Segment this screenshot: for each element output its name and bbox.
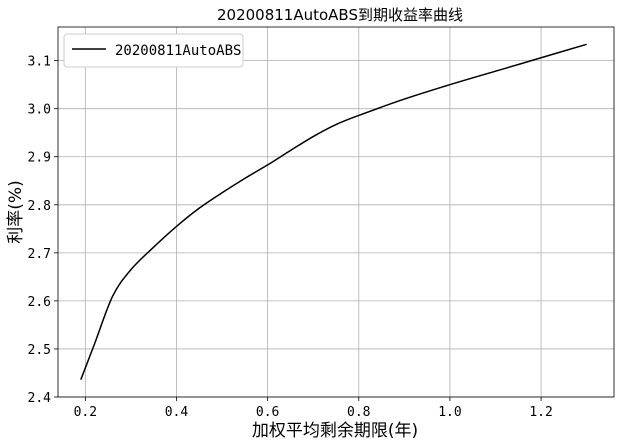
y-tick-label: 3.0 bbox=[28, 103, 51, 118]
y-tick-label: 2.8 bbox=[28, 199, 51, 214]
plot-frame bbox=[57, 26, 615, 398]
grid-lines bbox=[58, 27, 614, 398]
x-axis-label: 加权平均剩余期限(年) bbox=[252, 421, 418, 441]
legend-label: 20200811AutoABS bbox=[115, 43, 241, 59]
axis-ticks: 0.2 0.4 0.6 0.8 1.0 1.2 2.4 2.5 2.6 2.7 2.8 2.9 3.0 3… bbox=[28, 55, 553, 420]
legend-box bbox=[63, 33, 244, 68]
x-tick-label: 1.0 bbox=[438, 405, 461, 420]
y-tick-label: 2.9 bbox=[28, 151, 51, 166]
series-line bbox=[80, 43, 587, 380]
y-tick-label: 2.5 bbox=[28, 343, 51, 358]
y-tick-label: 2.7 bbox=[28, 247, 51, 262]
legend: 20200811AutoABS bbox=[63, 33, 244, 68]
x-tick-label: 1.2 bbox=[529, 405, 552, 420]
chart-title: 20200811AutoABS到期收益率曲线 bbox=[217, 6, 463, 24]
y-tick-label: 2.6 bbox=[28, 295, 51, 310]
series-layer bbox=[80, 43, 587, 380]
y-tick-label: 2.4 bbox=[28, 391, 52, 406]
y-axis-label: 利率(%) bbox=[6, 180, 26, 243]
x-tick-label: 0.2 bbox=[74, 405, 97, 420]
x-tick-label: 0.4 bbox=[165, 405, 189, 420]
x-tick-label: 0.8 bbox=[347, 405, 370, 420]
y-tick-label: 3.1 bbox=[28, 55, 51, 70]
x-tick-label: 0.6 bbox=[256, 405, 279, 420]
